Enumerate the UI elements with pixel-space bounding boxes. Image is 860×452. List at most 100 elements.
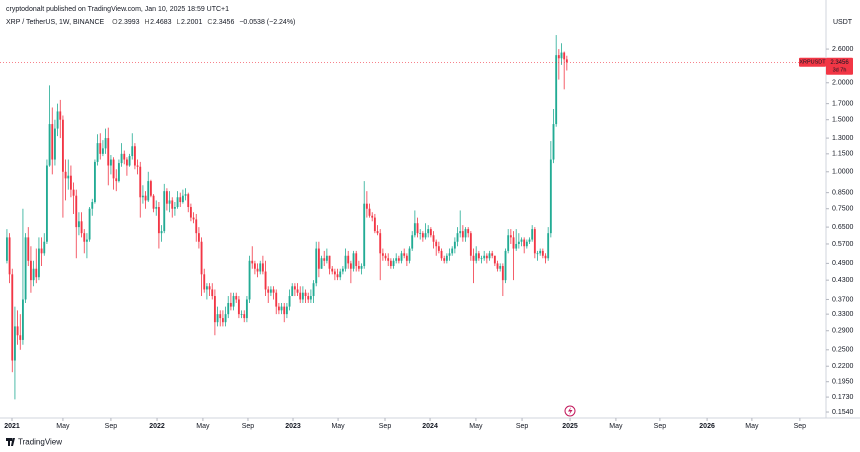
candle-body xyxy=(229,302,232,307)
candle-body xyxy=(368,208,371,216)
candle-body xyxy=(317,248,320,269)
candle-body xyxy=(387,258,390,261)
x-tick-label: 2023 xyxy=(285,423,301,430)
price-tag-text: 2.3456 xyxy=(830,60,849,66)
y-tick-label: 0.6500 xyxy=(832,224,854,231)
candle-body xyxy=(531,229,534,240)
candle-body xyxy=(352,253,355,269)
candle-body xyxy=(336,274,339,278)
candle-body xyxy=(259,263,262,272)
candle-body xyxy=(339,271,342,278)
x-tick-label: 2025 xyxy=(562,423,578,430)
candle-body xyxy=(275,292,278,307)
y-tick-label: 0.2200 xyxy=(832,363,854,370)
brand[interactable]: TradingView xyxy=(18,438,62,447)
candle-body xyxy=(24,237,27,300)
legend-label: C xyxy=(207,19,212,26)
y-tick-label: 1.7000 xyxy=(832,100,854,107)
candle-body xyxy=(5,237,8,261)
x-tick-label: Sep xyxy=(794,423,807,430)
candle-body xyxy=(173,207,176,209)
x-tick-label: Sep xyxy=(516,423,529,430)
candle-body xyxy=(219,314,222,319)
candle-body xyxy=(416,223,419,234)
candle-body xyxy=(301,292,304,300)
candle-body xyxy=(440,250,443,259)
candle-body xyxy=(211,289,214,297)
candle-body xyxy=(40,248,43,254)
candle-body xyxy=(53,128,56,160)
candle-body xyxy=(405,255,408,261)
candle-body xyxy=(421,233,424,238)
y-tick-label: 0.1730 xyxy=(832,394,854,401)
candle-body xyxy=(299,292,302,300)
candle-body xyxy=(77,221,80,228)
y-tick-label: 0.1540 xyxy=(832,409,854,416)
candle-body xyxy=(267,289,270,293)
y-tick-label: 0.3300 xyxy=(832,311,854,318)
candle-body xyxy=(139,166,142,198)
candle-body xyxy=(67,175,70,179)
candle-body xyxy=(557,55,560,59)
candle-body xyxy=(291,286,294,297)
candle-body xyxy=(283,306,286,315)
candle-body xyxy=(8,237,11,275)
candle-body xyxy=(480,258,483,260)
candle-body xyxy=(349,263,352,269)
x-tick-label: May xyxy=(196,423,210,430)
candle-body xyxy=(136,165,139,167)
candle-body xyxy=(176,197,179,208)
candle-body xyxy=(203,274,206,290)
candle-body xyxy=(88,208,91,240)
y-tick-label: 0.8500 xyxy=(832,189,854,196)
legend-value: 2.2001 xyxy=(181,19,203,26)
currency: USDT xyxy=(833,19,853,26)
candle-body xyxy=(392,260,395,267)
candle-body xyxy=(184,194,187,196)
candle-body xyxy=(515,243,518,249)
candle-body xyxy=(304,292,307,297)
candle-body xyxy=(277,306,280,311)
price-tag xyxy=(826,57,853,75)
candle-body xyxy=(456,233,459,242)
candle-body xyxy=(445,255,448,261)
legend-label: O xyxy=(112,19,118,26)
candle-body xyxy=(544,255,547,259)
candle-body xyxy=(347,255,350,264)
candle-body xyxy=(93,161,96,203)
candle-body xyxy=(536,253,539,255)
candle-body xyxy=(213,296,216,323)
candle-body xyxy=(312,283,315,297)
candle-body xyxy=(360,266,363,269)
candle-body xyxy=(197,233,200,242)
candle-body xyxy=(221,318,224,323)
candle-body xyxy=(128,156,131,166)
candle-body xyxy=(325,255,328,261)
lightning-icon[interactable] xyxy=(564,405,576,417)
candle-body xyxy=(373,217,376,232)
candle-body xyxy=(181,195,184,203)
candle-body xyxy=(157,207,160,234)
candle-body xyxy=(237,299,240,315)
candle-body xyxy=(355,253,358,267)
candle-body xyxy=(315,248,318,284)
candle-body xyxy=(16,326,19,336)
candle-body xyxy=(272,289,275,293)
candle-body xyxy=(75,195,78,228)
candle-body xyxy=(112,159,115,179)
candle-body xyxy=(37,248,40,278)
candle-body xyxy=(232,296,235,307)
candle-body xyxy=(341,268,344,272)
candle-body xyxy=(400,253,403,261)
y-tick-label: 2.6000 xyxy=(832,46,854,53)
price-tag-countdown: 3d 7h xyxy=(833,68,847,74)
candle-body xyxy=(115,178,118,182)
y-tick-label: 0.5700 xyxy=(832,241,854,248)
candle-body xyxy=(83,233,86,242)
footer-logo[interactable]: TradingView xyxy=(6,438,62,447)
candle-body xyxy=(13,326,16,361)
candle-body xyxy=(80,221,83,234)
candle-body xyxy=(109,159,112,166)
candle-body xyxy=(243,314,246,319)
